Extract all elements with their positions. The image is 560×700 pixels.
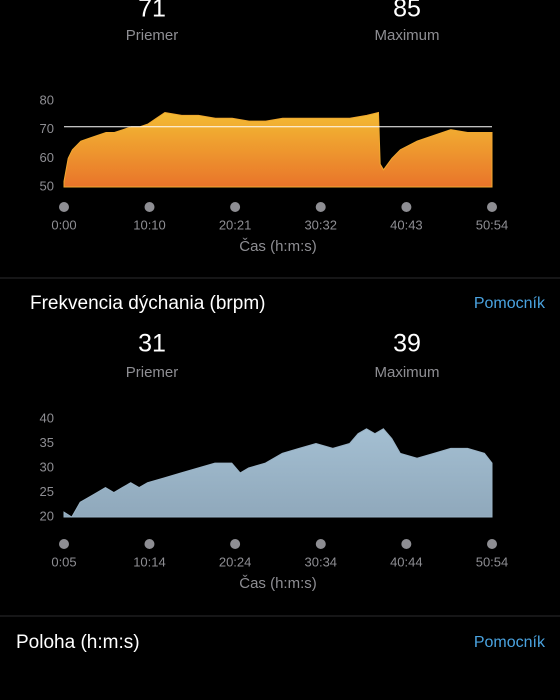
stat-label: Priemer (126, 27, 179, 44)
x-tick-label: 40:43 (390, 217, 423, 232)
x-tick-dot (230, 539, 241, 549)
x-axis-label: Čas (h:m:s) (239, 575, 317, 592)
help-link[interactable]: Pomocník (474, 634, 546, 651)
section-title: Poloha (h:m:s) (16, 632, 140, 653)
x-tick-label: 50:54 (476, 217, 509, 232)
y-tick-label: 40 (40, 410, 54, 425)
x-tick-label: 0:05 (51, 554, 76, 569)
x-tick-dot (487, 539, 497, 549)
x-tick-label: 30:32 (304, 217, 337, 232)
y-tick-label: 70 (40, 121, 54, 136)
stat-value: 85 (393, 0, 421, 23)
stat-value: 31 (138, 330, 166, 358)
area (63, 111, 493, 188)
x-tick-label: 10:10 (133, 217, 166, 232)
stat-label: Maximum (374, 27, 439, 44)
y-tick-label: 25 (40, 484, 54, 499)
y-tick-label: 20 (40, 508, 54, 523)
y-tick-label: 35 (40, 435, 54, 450)
x-tick-dot (315, 539, 326, 549)
x-tick-label: 20:21 (219, 217, 252, 232)
area (63, 428, 493, 518)
x-tick-dot (144, 202, 155, 212)
x-tick-dot (487, 202, 497, 212)
x-axis-label: Čas (h:m:s) (239, 238, 317, 255)
stat-value: 39 (393, 330, 421, 358)
y-tick-label: 60 (40, 150, 54, 165)
x-tick-dot (315, 202, 326, 212)
x-tick-label: 30:34 (305, 554, 338, 569)
x-tick-dot (59, 539, 69, 549)
stat-label: Maximum (374, 364, 439, 381)
x-tick-label: 20:24 (219, 554, 252, 569)
x-tick-dot (230, 202, 241, 212)
x-tick-dot (401, 539, 412, 549)
x-tick-label: 50:54 (476, 554, 509, 569)
x-tick-dot (144, 539, 155, 549)
stat-value: 71 (138, 0, 166, 23)
x-tick-label: 0:00 (51, 217, 76, 232)
y-tick-label: 30 (40, 459, 54, 474)
x-tick-label: 40:44 (390, 554, 423, 569)
x-tick-dot (59, 202, 69, 212)
x-tick-label: 10:14 (133, 554, 166, 569)
x-tick-dot (401, 202, 412, 212)
y-tick-label: 50 (40, 178, 54, 193)
help-link[interactable]: Pomocník (474, 295, 546, 312)
stat-label: Priemer (126, 364, 179, 381)
section-title: Frekvencia dýchania (brpm) (30, 293, 265, 314)
y-tick-label: 80 (40, 92, 54, 107)
